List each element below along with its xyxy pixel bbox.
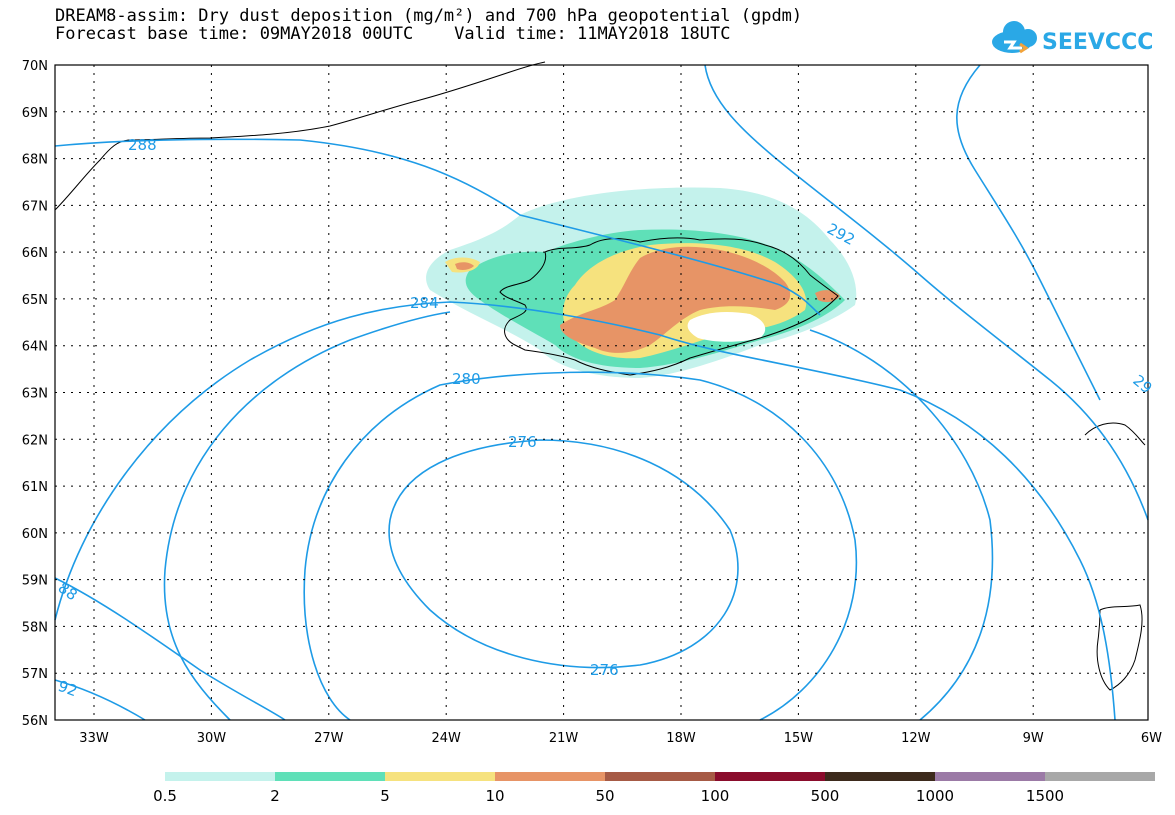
latitude-label: 68N — [22, 153, 48, 168]
map-title: DREAM8-assim: Dry dust deposition (mg/m²… — [55, 6, 803, 26]
colorbar-swatch — [165, 772, 275, 781]
longitude-label: 6W — [1141, 731, 1162, 746]
colorbar-swatch — [605, 772, 715, 781]
longitude-label: 18W — [666, 731, 696, 746]
contour-284 — [54, 301, 1116, 721]
colorbar-label: 50 — [595, 787, 615, 805]
latitude-label: 62N — [22, 433, 48, 448]
latitude-label: 67N — [22, 199, 48, 214]
colorbar-swatch — [385, 772, 495, 781]
latitude-label: 59N — [22, 574, 48, 589]
latitude-label: 63N — [22, 387, 48, 402]
contour-292-south — [54, 679, 146, 721]
latitude-label: 69N — [22, 106, 48, 121]
colorbar — [165, 772, 1155, 781]
latitude-label: 61N — [22, 480, 48, 495]
colorbar-label: 10 — [485, 787, 505, 805]
contour-288-south — [54, 577, 286, 721]
latitude-labels: 70N 69N 68N 67N 66N 65N 64N 63N 62N 61N 60N 59N 58N 5… — [22, 59, 48, 729]
greenland-coast — [54, 61, 546, 211]
geopotential-contours — [54, 64, 1149, 721]
latitude-label: 58N — [22, 620, 48, 635]
colorbar-label: 0.5 — [153, 787, 177, 805]
graticule — [55, 65, 1148, 720]
colorbar-label: 2 — [270, 787, 280, 805]
longitude-label: 15W — [784, 731, 814, 746]
colorbar-swatch — [715, 772, 825, 781]
map-frame — [54, 64, 1149, 721]
contour-label-group: 288 292 284 280 276 276 88 92 29 — [55, 136, 1156, 700]
faroe-shetland-coast — [1084, 422, 1146, 691]
contour-276 — [388, 439, 739, 669]
longitude-label: 9W — [1023, 731, 1044, 746]
latitude-label: 60N — [22, 527, 48, 542]
colorbar-swatch — [935, 772, 1045, 781]
latitude-label: 56N — [22, 714, 48, 729]
latitude-label: 66N — [22, 246, 48, 261]
dust-level-10 — [560, 246, 791, 353]
coastlines — [54, 61, 1146, 691]
colorbar-label: 1000 — [915, 787, 955, 805]
longitude-label: 27W — [314, 731, 344, 746]
contour-label: 276 — [590, 661, 619, 679]
colorbar-label: 5 — [380, 787, 390, 805]
longitude-label: 30W — [197, 731, 227, 746]
dust-deposition-shading — [426, 187, 857, 378]
latitude-label: 57N — [22, 667, 48, 682]
colorbar-swatch — [1045, 772, 1155, 781]
longitude-label: 21W — [549, 731, 579, 746]
contour-label: 276 — [508, 433, 537, 451]
contour-label: 88 — [55, 579, 81, 605]
contour-292 — [704, 64, 1149, 521]
contour-288-top — [54, 138, 821, 316]
colorbar-swatch — [495, 772, 605, 781]
contour-label: 92 — [56, 677, 80, 700]
colorbar-label: 1500 — [1025, 787, 1065, 805]
latitude-label: 64N — [22, 340, 48, 355]
latitude-label: 70N — [22, 59, 48, 74]
latitude-label: 65N — [22, 293, 48, 308]
longitude-labels: 33W 30W 27W 24W 21W 18W 15W 12W 9W 6W — [79, 731, 1162, 746]
dust-clear-area — [687, 312, 766, 342]
dust-level-10-west — [455, 262, 474, 270]
seevccc-logo: SEEVCCC — [992, 21, 1153, 55]
colorbar-swatch — [275, 772, 385, 781]
longitude-label: 33W — [79, 731, 109, 746]
contour-296 — [956, 64, 1101, 401]
contour-280 — [303, 371, 858, 721]
cloud-logo-icon — [992, 21, 1037, 54]
contour-label: 280 — [452, 370, 481, 388]
map-subtitle: Forecast base time: 09MAY2018 00UTC Vali… — [55, 24, 731, 44]
colorbar-label: 500 — [810, 787, 840, 805]
contour-label: 29 — [1129, 371, 1155, 397]
contour-label: 288 — [128, 136, 157, 154]
logo-text: SEEVCCC — [1042, 30, 1153, 55]
colorbar-swatch — [825, 772, 935, 781]
longitude-label: 24W — [431, 731, 461, 746]
longitude-label: 12W — [901, 731, 931, 746]
contour-label: 284 — [410, 294, 439, 312]
contour-280-outer — [163, 311, 994, 721]
colorbar-label: 100 — [700, 787, 730, 805]
